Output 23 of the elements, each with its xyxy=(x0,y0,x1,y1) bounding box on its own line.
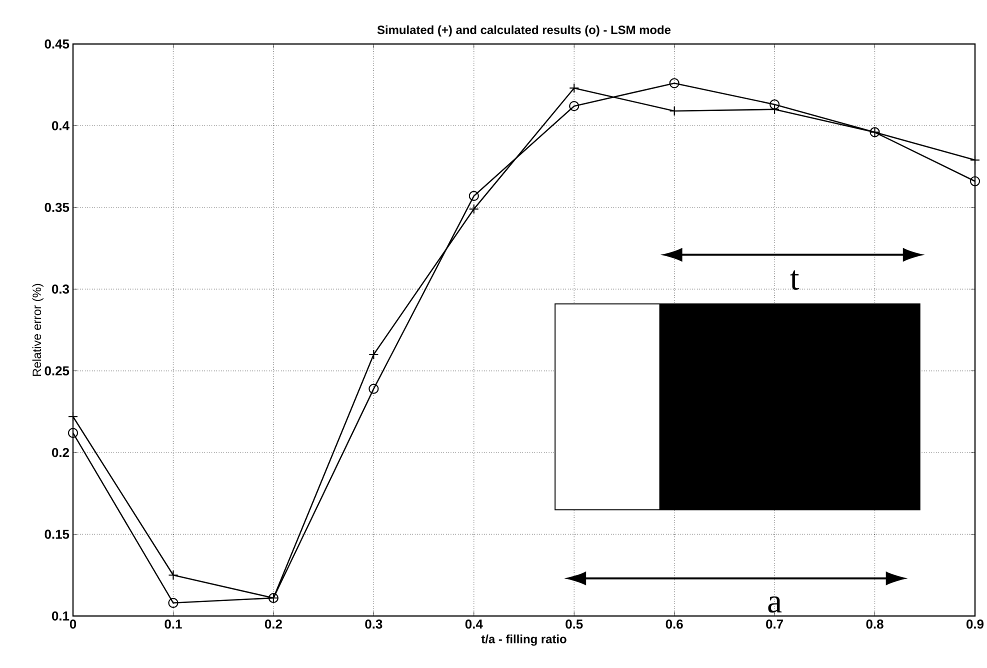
annotation: a xyxy=(768,596,782,613)
x-tick-label: 0.3 xyxy=(365,620,382,629)
x-tick-label: 0.7 xyxy=(766,620,783,629)
y-tick-label: 0.35 xyxy=(44,202,70,212)
y-tick-label: 0.1 xyxy=(52,611,70,621)
y-tick-label: 0.3 xyxy=(52,284,70,294)
x-tick-label: 0.6 xyxy=(666,620,683,629)
y-tick-label: 0.4 xyxy=(52,121,70,130)
y-tick-label: 0.25 xyxy=(44,366,70,376)
x-tick-label: 0 xyxy=(70,620,76,629)
x-axis-title: t/a - filling ratio xyxy=(481,634,566,646)
x-tick-label: 0.5 xyxy=(566,620,583,629)
chart-title: Simulated (+) and calculated results (o) - LSM mode xyxy=(377,25,671,36)
y-tick-label: 0.15 xyxy=(44,530,70,539)
y-tick-label: 0.2 xyxy=(52,448,69,458)
x-tick-label: 0.4 xyxy=(465,620,483,629)
annotation: t xyxy=(790,270,800,290)
y-tick-label: 0.45 xyxy=(44,39,70,49)
x-tick-label: 0.9 xyxy=(966,620,984,629)
x-tick-label: 0.8 xyxy=(866,620,884,629)
x-tick-label: 0.1 xyxy=(164,620,182,629)
y-axis-title: Relative error (%) xyxy=(32,284,44,376)
x-tick-label: 0.2 xyxy=(264,620,282,629)
